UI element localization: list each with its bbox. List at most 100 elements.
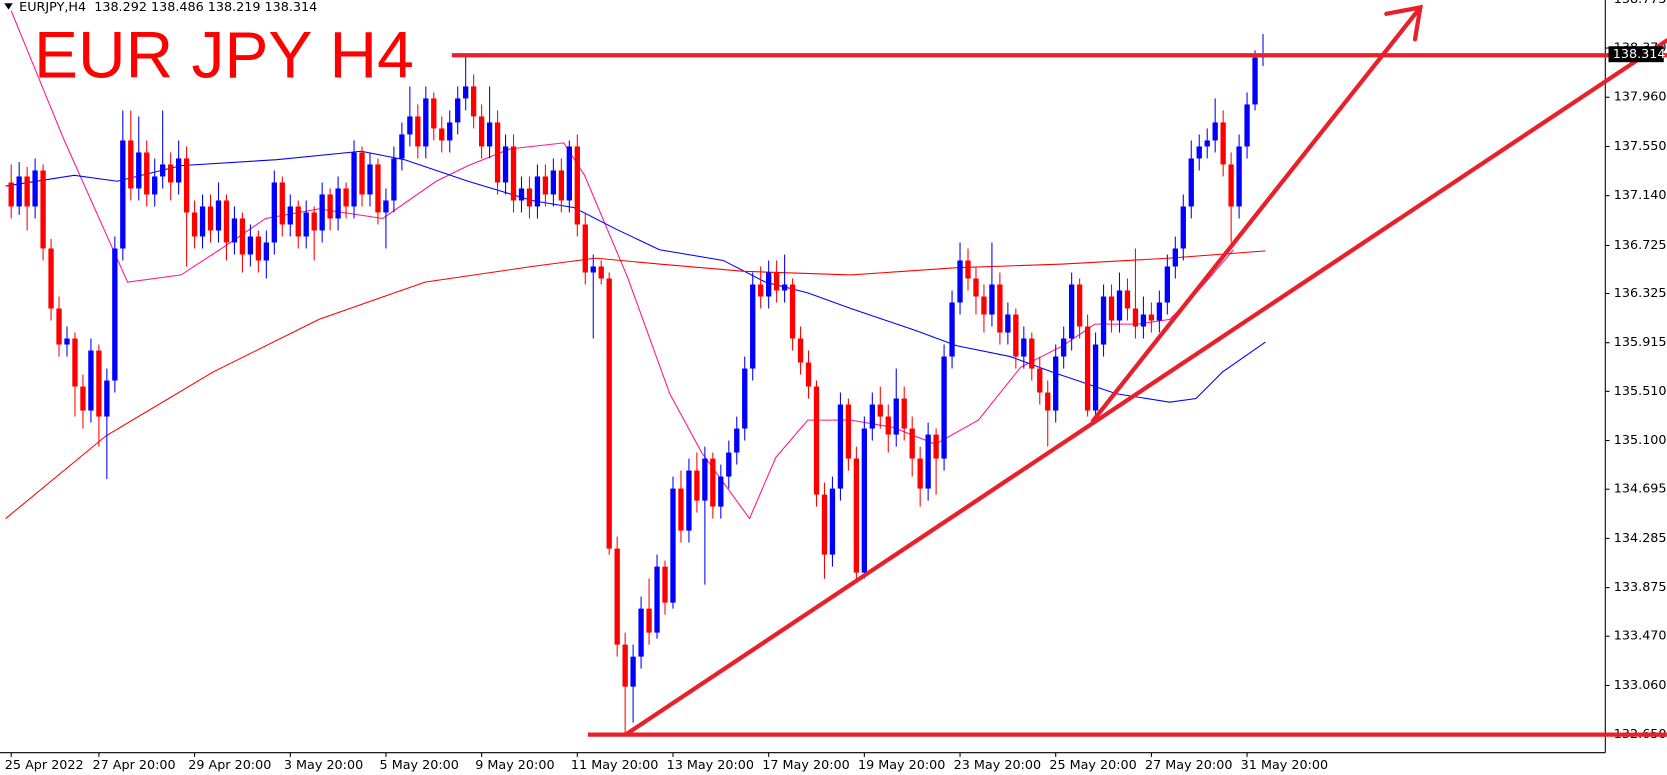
candle-body bbox=[781, 284, 788, 291]
candle-body bbox=[510, 146, 517, 201]
candle-body bbox=[335, 188, 341, 219]
x-tick-label: 27 May 20:00 bbox=[1145, 758, 1232, 773]
candle-body bbox=[670, 488, 676, 603]
candle-body bbox=[909, 428, 915, 459]
candle-body bbox=[1156, 302, 1163, 321]
candle-body bbox=[829, 488, 836, 555]
candle-body bbox=[1172, 248, 1178, 267]
candle-body bbox=[359, 152, 365, 195]
candle-body bbox=[486, 122, 493, 147]
candle-body bbox=[997, 284, 1003, 333]
x-tick-label: 13 May 20:00 bbox=[667, 758, 754, 773]
candle-body bbox=[112, 248, 118, 381]
candle-body bbox=[925, 434, 931, 489]
candle-body bbox=[949, 302, 955, 357]
candle-body bbox=[231, 218, 238, 243]
candle-body bbox=[1244, 104, 1250, 147]
candle-body bbox=[590, 266, 596, 273]
candle-body bbox=[973, 278, 979, 297]
candle-body bbox=[1124, 290, 1131, 309]
x-tick-label: 23 May 20:00 bbox=[954, 758, 1041, 773]
candle-body bbox=[239, 218, 246, 255]
x-tick-label: 3 May 20:00 bbox=[284, 758, 363, 773]
chart-title: EUR JPY H4 bbox=[34, 18, 414, 92]
candle-body bbox=[558, 170, 565, 201]
y-tick-label: 135.915 bbox=[1614, 335, 1667, 350]
candle-body bbox=[957, 260, 963, 303]
candle-body bbox=[1196, 146, 1202, 159]
candle-body bbox=[104, 380, 110, 417]
candle-body bbox=[160, 164, 166, 177]
y-tick-label: 136.325 bbox=[1614, 286, 1667, 301]
x-tick-label: 25 May 20:00 bbox=[1049, 758, 1136, 773]
candle-body bbox=[574, 146, 580, 225]
candle-body bbox=[199, 206, 206, 237]
candle-body bbox=[415, 116, 421, 147]
candle-body bbox=[502, 146, 509, 183]
candle-body bbox=[327, 194, 333, 219]
moving-average-line bbox=[5, 250, 1266, 519]
candle-body bbox=[662, 566, 668, 603]
y-tick-label: 137.960 bbox=[1614, 90, 1667, 105]
x-tick-label: 5 May 20:00 bbox=[380, 758, 459, 773]
candle-body bbox=[813, 386, 820, 495]
y-tick-label: 136.725 bbox=[1614, 238, 1667, 253]
candle-body bbox=[470, 86, 477, 117]
candle-body bbox=[893, 398, 899, 435]
candle-body bbox=[789, 284, 796, 339]
candle-body bbox=[869, 404, 875, 429]
candle-body bbox=[207, 206, 214, 231]
candle-body bbox=[399, 134, 405, 159]
candle-body bbox=[805, 362, 812, 387]
y-tick-label: 137.550 bbox=[1614, 139, 1667, 154]
candle-body bbox=[598, 266, 604, 279]
candle-body bbox=[1005, 314, 1011, 333]
candle-body bbox=[1021, 338, 1027, 357]
candle-body bbox=[1100, 296, 1107, 345]
candle-body bbox=[734, 428, 740, 453]
y-tick-label: 135.510 bbox=[1614, 384, 1667, 399]
candle-body bbox=[455, 98, 461, 123]
candle-body bbox=[175, 158, 182, 183]
candle-body bbox=[88, 350, 94, 411]
candle-body bbox=[1037, 368, 1043, 393]
candle-body bbox=[494, 122, 501, 183]
candle-body bbox=[614, 548, 620, 645]
candle-body bbox=[1212, 122, 1218, 141]
candle-body bbox=[1252, 57, 1258, 105]
candle-body bbox=[1013, 314, 1019, 357]
candle-body bbox=[606, 278, 612, 549]
candle-body bbox=[965, 260, 971, 279]
trend-lines bbox=[625, 4, 1667, 736]
candle-body bbox=[463, 86, 469, 99]
candle-body bbox=[861, 428, 868, 573]
candle-body bbox=[311, 212, 317, 231]
candle-body bbox=[247, 236, 254, 255]
candle-body bbox=[80, 386, 86, 411]
candle-body bbox=[136, 152, 142, 189]
chart-header: EURJPY,H4 138.292 138.486 138.219 138.31… bbox=[19, 0, 317, 15]
y-tick-label: 133.060 bbox=[1614, 678, 1667, 693]
candle-body bbox=[981, 296, 987, 315]
candle-body bbox=[702, 458, 708, 501]
candle-body bbox=[1061, 338, 1067, 357]
x-tick-label: 29 Apr 20:00 bbox=[188, 758, 271, 773]
candle-body bbox=[40, 170, 46, 249]
candle-body bbox=[933, 434, 939, 459]
candle-body bbox=[1029, 338, 1035, 369]
candle-body bbox=[885, 416, 891, 435]
candle-body bbox=[742, 368, 748, 429]
candle-body bbox=[941, 356, 947, 459]
candle-body bbox=[654, 566, 660, 633]
candle-body bbox=[1140, 314, 1147, 327]
candle-body bbox=[566, 146, 572, 201]
candle-body bbox=[837, 404, 844, 489]
candle-body bbox=[726, 452, 732, 477]
candle-body bbox=[630, 656, 636, 687]
candle-body bbox=[407, 116, 413, 135]
y-tick-label: 137.140 bbox=[1614, 188, 1667, 203]
candle-body bbox=[32, 170, 38, 207]
candle-body bbox=[391, 158, 397, 201]
candle-body bbox=[1204, 140, 1210, 147]
